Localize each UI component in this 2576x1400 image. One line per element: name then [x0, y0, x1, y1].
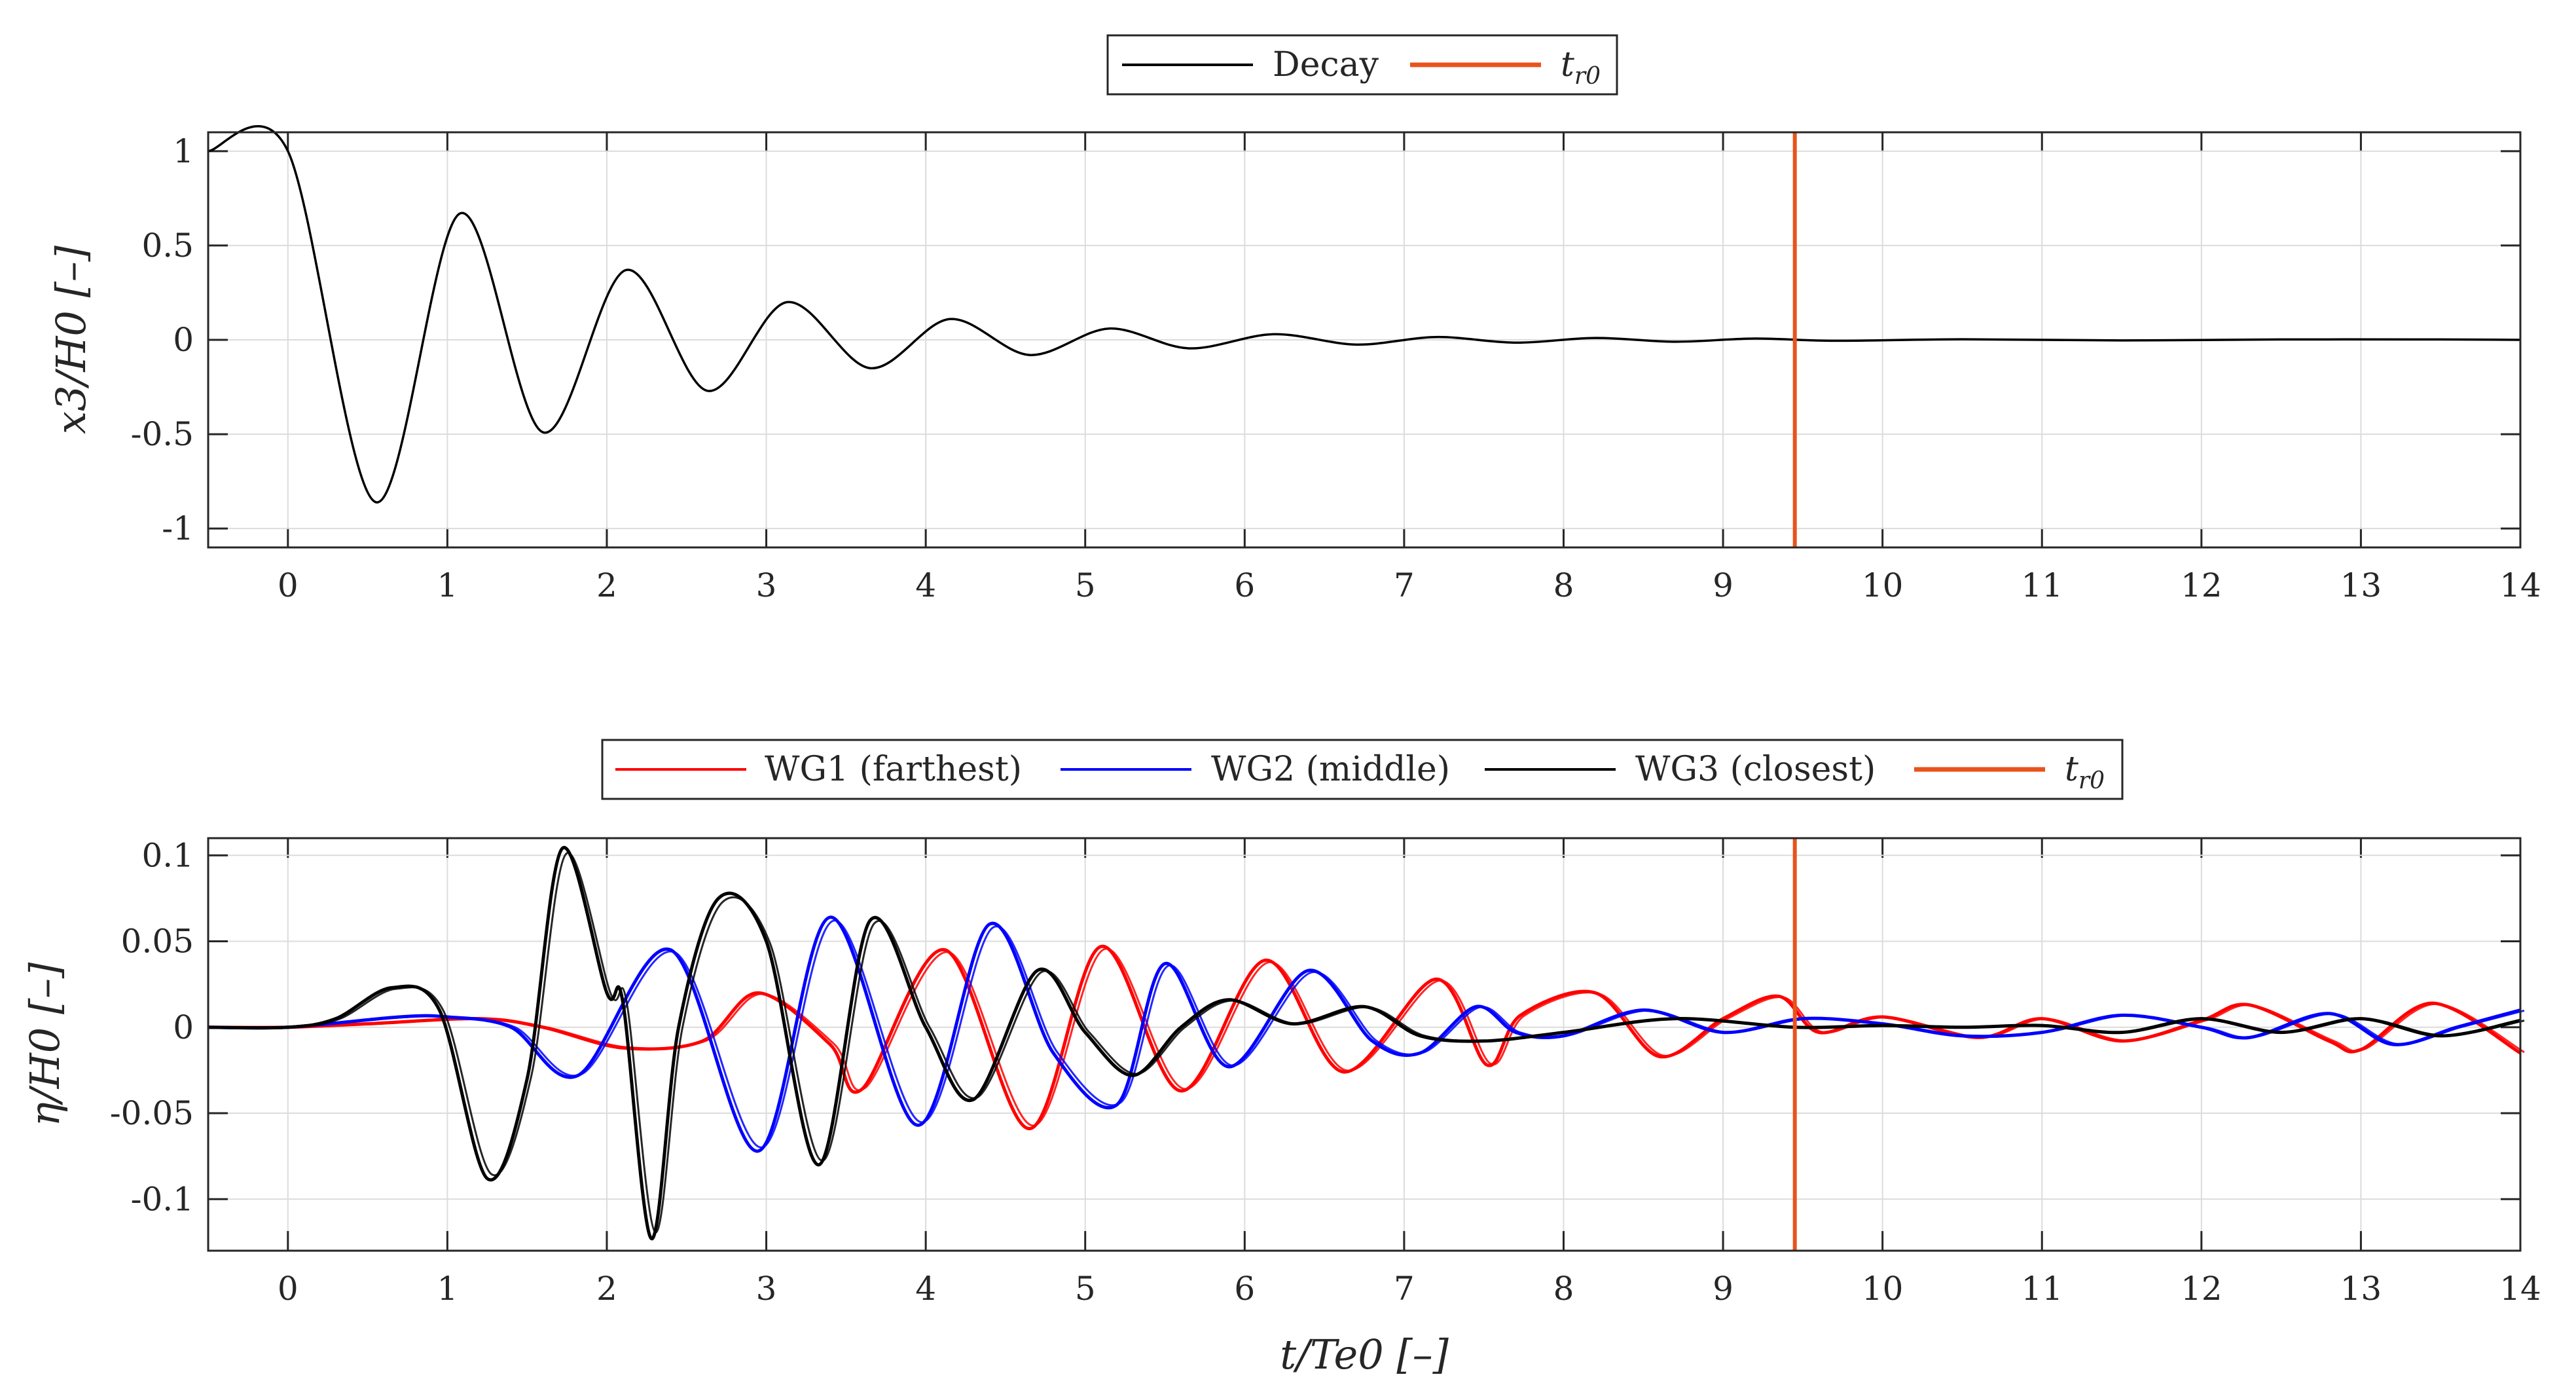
top-x-tick-label: 11	[2021, 566, 2063, 604]
legend-decay-label: Decay	[1273, 45, 1379, 84]
top-y-tick-label: 1	[173, 132, 194, 170]
top-y-tick-label: 0	[173, 321, 194, 359]
bottom-ylabel: η/H0 [–]	[21, 962, 69, 1126]
top-x-tick-label: 0	[278, 566, 299, 604]
legend-wg2-label: WG2 (middle)	[1211, 750, 1450, 789]
top-y-tick-labels: 1 0.5 0 -0.5 -1	[131, 132, 194, 547]
bottom-series-wg2-middle	[208, 915, 2521, 1153]
top-y-tick-label: 0.5	[141, 227, 194, 265]
bottom-x-tick-label: 1	[437, 1270, 458, 1308]
bottom-xlabel: t/Te0 [–]	[1280, 1331, 1449, 1378]
bottom-y-tick-label: 0	[173, 1008, 194, 1046]
bottom-y-tick-label: -0.05	[110, 1094, 194, 1132]
legend-tr0-label-bottom: tr0	[2065, 750, 2105, 794]
bottom-x-tick-label: 10	[1862, 1270, 1904, 1308]
top-x-tick-label: 7	[1394, 566, 1415, 604]
top-y-tick-label: -1	[162, 509, 194, 547]
legend-wg3-label: WG3 (closest)	[1635, 750, 1876, 789]
bottom-x-tick-label: 7	[1394, 1270, 1415, 1308]
bottom-x-tick-label: 9	[1713, 1270, 1733, 1308]
bottom-x-tick-label: 12	[2181, 1270, 2222, 1308]
top-x-tick-label: 4	[915, 566, 936, 604]
bottom-y-tick-label: -0.1	[131, 1180, 194, 1218]
bottom-x-tick-label: 14	[2499, 1270, 2541, 1308]
top-x-tick-label: 13	[2340, 566, 2382, 604]
bottom-series	[208, 838, 2525, 1251]
top-x-tick-label: 8	[1553, 566, 1574, 604]
top-x-tick-label: 5	[1075, 566, 1096, 604]
bottom-x-tick-label: 6	[1234, 1270, 1255, 1308]
legend-wg1-label: WG1 (farthest)	[765, 750, 1022, 789]
bottom-series-wg3-closest-repeat	[211, 852, 2525, 1234]
top-x-tick-label: 2	[596, 566, 617, 604]
bottom-x-tick-label: 8	[1553, 1270, 1574, 1308]
top-x-tick-label: 6	[1234, 566, 1255, 604]
top-legend: Decay tr0	[1106, 34, 1618, 96]
top-x-tick-label: 14	[2499, 566, 2541, 604]
top-x-tick-label: 9	[1713, 566, 1733, 604]
bottom-x-tick-label: 11	[2021, 1270, 2063, 1308]
top-x-tick-label: 1	[437, 566, 458, 604]
top-x-tick-label: 12	[2181, 566, 2222, 604]
bottom-x-tick-label: 3	[756, 1270, 777, 1308]
bottom-x-tick-label: 0	[278, 1270, 299, 1308]
bottom-panel: 0 1 2 3 4 5 6 7 8 9 10 11 12 13 14 0.10.050-0.05-0.1 η…	[21, 739, 2541, 1378]
bottom-legend: WG1 (farthest) WG2 (middle) WG3 (closest…	[601, 739, 2124, 800]
bottom-series-wg1-farthest-repeat	[211, 948, 2525, 1127]
bottom-x-tick-labels: 0 1 2 3 4 5 6 7 8 9 10 11 12 13 14	[278, 1270, 2541, 1308]
top-x-tick-label: 3	[756, 566, 777, 604]
top-ylabel: x3/H0 [–]	[47, 245, 95, 434]
top-series-decay	[208, 124, 2521, 504]
top-x-tick-labels: 0 1 2 3 4 5 6 7 8 9 10 11 12 13 14	[278, 566, 2541, 604]
bottom-series-wg1-farthest	[208, 944, 2522, 1131]
bottom-y-tick-labels: 0.1 0.05 0 -0.05 -0.1	[110, 836, 194, 1218]
bottom-y-tick-label: 0.05	[121, 923, 194, 961]
bottom-x-tick-label: 5	[1075, 1270, 1096, 1308]
bottom-legend-box	[601, 739, 2124, 800]
top-axes-box	[207, 131, 2522, 549]
top-y-tick-label: -0.5	[131, 415, 194, 453]
bottom-x-tick-label: 4	[915, 1270, 936, 1308]
top-series	[208, 124, 2521, 547]
bottom-y-tick-label: 0.1	[141, 836, 194, 874]
bottom-axes-box	[207, 837, 2522, 1252]
top-panel: 0 1 2 3 4 5 6 7 8 9 10 11 12 13 14 10.50-0.5-1 x3/H0 […	[47, 34, 2541, 604]
top-x-tick-label: 10	[1862, 566, 1904, 604]
bottom-series-wg2-middle-repeat	[211, 919, 2525, 1149]
legend-tr0-label: tr0	[1561, 45, 1601, 90]
bottom-x-tick-label: 13	[2340, 1270, 2382, 1308]
bottom-x-tick-label: 2	[596, 1270, 617, 1308]
